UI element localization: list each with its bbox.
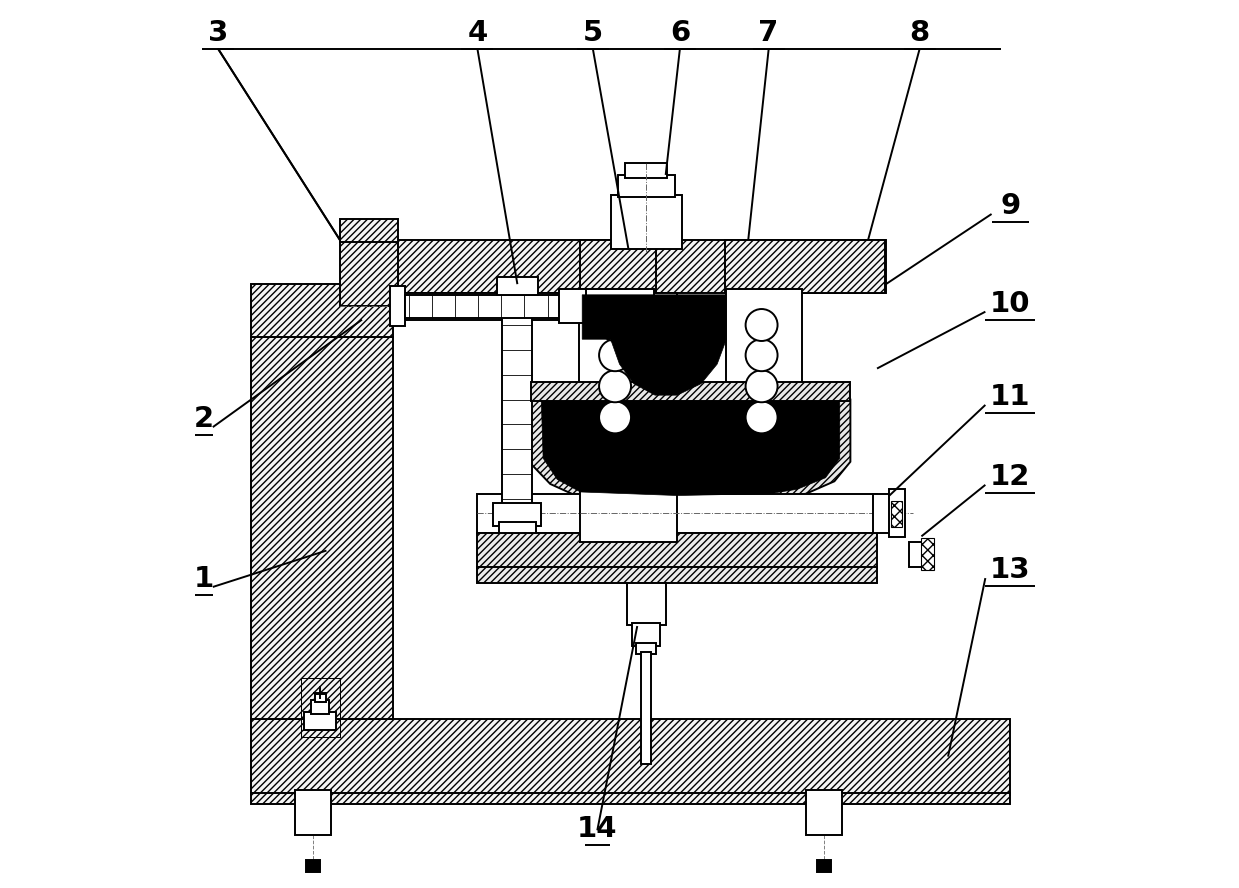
- Bar: [252, 719, 1010, 795]
- Bar: [909, 542, 926, 567]
- Bar: [559, 289, 586, 323]
- Text: 4: 4: [467, 19, 487, 47]
- Polygon shape: [582, 295, 726, 395]
- Bar: [339, 240, 398, 306]
- Bar: [611, 195, 681, 249]
- Circle shape: [746, 370, 778, 402]
- Text: 8: 8: [909, 19, 929, 47]
- Text: 2: 2: [193, 405, 214, 433]
- Polygon shape: [541, 401, 840, 496]
- Bar: [252, 284, 393, 337]
- Bar: [405, 295, 574, 318]
- Bar: [315, 694, 326, 702]
- Circle shape: [746, 309, 778, 341]
- Text: 14: 14: [577, 815, 617, 844]
- Polygon shape: [530, 400, 850, 501]
- Bar: [306, 860, 320, 872]
- Bar: [305, 712, 336, 730]
- Bar: [731, 293, 797, 440]
- Bar: [641, 652, 652, 764]
- Bar: [817, 860, 831, 872]
- Bar: [890, 489, 906, 537]
- Bar: [252, 793, 1010, 804]
- Text: 10: 10: [990, 289, 1031, 318]
- Circle shape: [746, 401, 778, 433]
- Bar: [477, 567, 877, 583]
- Text: 3: 3: [208, 19, 228, 47]
- Bar: [726, 289, 802, 444]
- Bar: [807, 790, 841, 835]
- Bar: [499, 522, 536, 533]
- Bar: [624, 163, 668, 178]
- Bar: [311, 700, 330, 714]
- Bar: [618, 175, 674, 197]
- Bar: [579, 289, 654, 444]
- Text: 9: 9: [1000, 192, 1021, 220]
- Circle shape: [600, 339, 631, 371]
- Bar: [872, 494, 892, 533]
- Bar: [632, 623, 660, 646]
- Bar: [497, 277, 538, 295]
- Bar: [891, 501, 902, 527]
- Bar: [393, 293, 584, 320]
- Bar: [301, 678, 339, 737]
- Text: 11: 11: [990, 383, 1031, 411]
- Bar: [493, 503, 541, 526]
- Text: 1: 1: [193, 565, 214, 593]
- Bar: [477, 533, 877, 568]
- Bar: [339, 219, 398, 242]
- Bar: [389, 286, 405, 326]
- Bar: [530, 382, 850, 401]
- Circle shape: [600, 401, 631, 433]
- Bar: [295, 790, 331, 835]
- Bar: [393, 240, 886, 293]
- Bar: [922, 538, 934, 570]
- Text: 7: 7: [758, 19, 779, 47]
- Circle shape: [600, 370, 631, 402]
- Circle shape: [746, 339, 778, 371]
- Text: 12: 12: [990, 463, 1031, 491]
- Bar: [580, 240, 655, 293]
- Text: 5: 5: [582, 19, 603, 47]
- Bar: [584, 293, 649, 440]
- Bar: [627, 583, 665, 625]
- Bar: [477, 494, 877, 533]
- Bar: [252, 337, 393, 719]
- Bar: [502, 289, 533, 506]
- Bar: [725, 240, 885, 293]
- Bar: [580, 293, 678, 542]
- Text: 13: 13: [990, 556, 1031, 584]
- Circle shape: [600, 309, 631, 341]
- Text: 6: 6: [670, 19, 690, 47]
- Bar: [637, 643, 655, 654]
